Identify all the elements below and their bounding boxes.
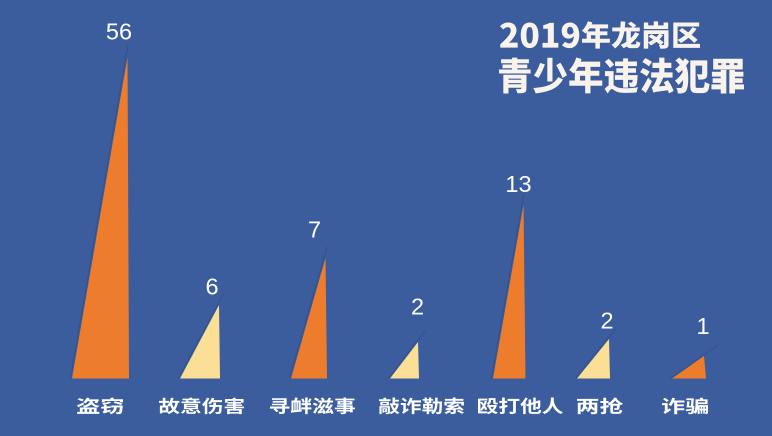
svg-text:56: 56 — [106, 19, 132, 45]
svg-text:7: 7 — [308, 217, 321, 243]
svg-text:13: 13 — [505, 171, 531, 197]
svg-text:2: 2 — [600, 308, 613, 334]
svg-text:6: 6 — [205, 274, 218, 300]
svg-text:1: 1 — [696, 313, 709, 339]
svg-text:2: 2 — [411, 293, 424, 319]
